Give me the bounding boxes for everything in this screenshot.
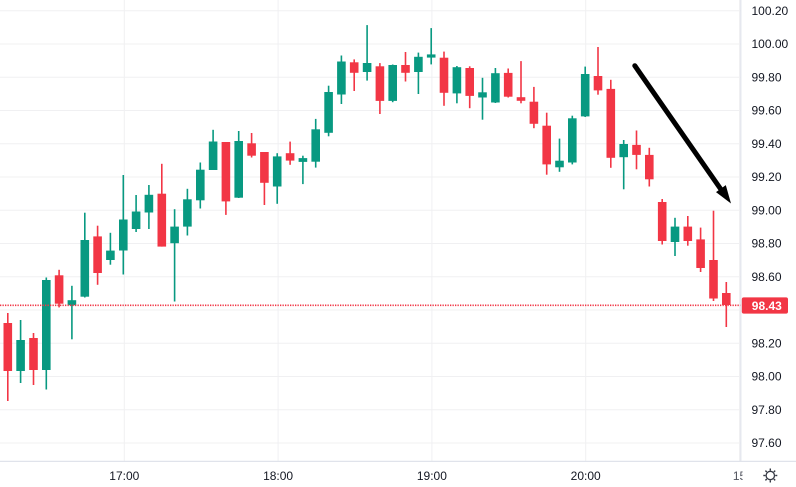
svg-text:99.40: 99.40 — [752, 137, 782, 151]
svg-text:99.60: 99.60 — [752, 104, 782, 118]
svg-text:100.20: 100.20 — [752, 4, 789, 18]
svg-text:98.00: 98.00 — [752, 370, 782, 384]
svg-text:18:00: 18:00 — [263, 469, 293, 483]
svg-text:99.00: 99.00 — [752, 203, 782, 217]
svg-text:97.80: 97.80 — [752, 403, 782, 417]
svg-text:15: 15 — [733, 469, 747, 483]
svg-text:100.00: 100.00 — [752, 37, 789, 51]
svg-text:98.43: 98.43 — [752, 299, 782, 313]
svg-text:97.60: 97.60 — [752, 436, 782, 450]
svg-text:98.80: 98.80 — [752, 237, 782, 251]
svg-text:99.20: 99.20 — [752, 170, 782, 184]
svg-text:17:00: 17:00 — [109, 469, 139, 483]
svg-text:20:00: 20:00 — [571, 469, 601, 483]
svg-text:98.60: 98.60 — [752, 270, 782, 284]
svg-text:19:00: 19:00 — [417, 469, 447, 483]
svg-text:99.80: 99.80 — [752, 71, 782, 85]
svg-text:98.20: 98.20 — [752, 336, 782, 350]
